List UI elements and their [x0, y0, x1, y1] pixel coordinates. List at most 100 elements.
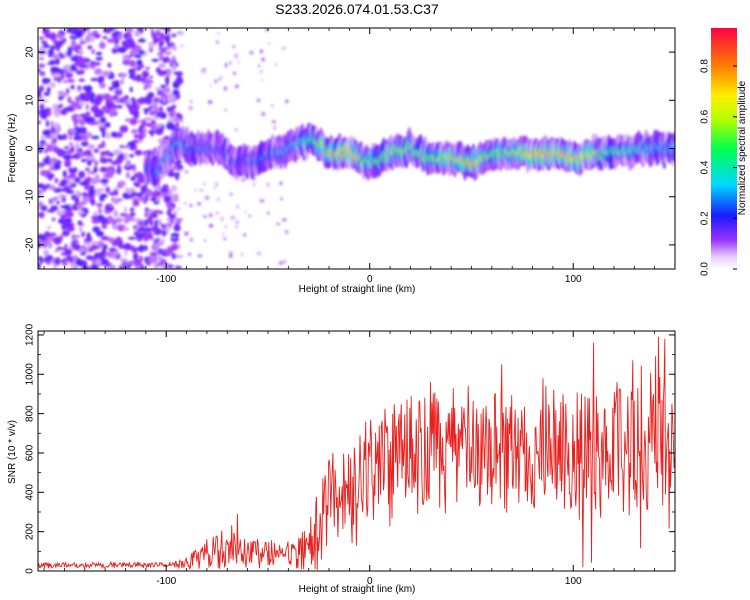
- heatmap-cell: [228, 254, 233, 258]
- heatmap-cell: [63, 204, 70, 211]
- heatmap-cell: [138, 130, 144, 134]
- colorbar-gradient: [711, 28, 737, 269]
- heatmap-cell: [108, 216, 112, 222]
- heatmap-cell: [164, 248, 173, 256]
- heatmap-cell: [197, 202, 202, 206]
- heatmap-cell: [235, 204, 240, 209]
- heatmap-cell: [86, 232, 91, 239]
- heatmap-cell: [95, 56, 103, 61]
- heatmap-cell: [94, 252, 100, 260]
- colorbar-tick-label: 0.6: [700, 109, 711, 123]
- heatmap-cell: [78, 100, 85, 106]
- heatmap-cell: [124, 32, 128, 39]
- heatmap-cell: [133, 253, 139, 261]
- heatmap-cell: [284, 229, 289, 235]
- heatmap-cell: [139, 255, 143, 263]
- heatmap-cell: [102, 262, 112, 267]
- heatmap-cell: [169, 32, 173, 37]
- heatmap-cell: [159, 112, 167, 119]
- heatmap-cell: [97, 76, 104, 84]
- heatmap-cell: [115, 90, 121, 96]
- heatmap-cell: [76, 115, 83, 121]
- heatmap-cell: [281, 260, 287, 264]
- heatmap-cell: [113, 30, 119, 37]
- heatmap-cell: [91, 258, 97, 265]
- heatmap-cell: [158, 248, 162, 255]
- heatmap-cell: [130, 176, 136, 181]
- heatmap-cell: [49, 173, 55, 178]
- heatmap-cell: [57, 125, 62, 132]
- heatmap-cell: [224, 62, 228, 68]
- heatmap-cell: [99, 42, 106, 49]
- heatmap-cell: [147, 92, 155, 99]
- heatmap-cell: [94, 190, 102, 196]
- heatmap-cell: [43, 142, 49, 146]
- heatmap-cell: [102, 70, 111, 77]
- heatmap-cell: [260, 69, 263, 74]
- heatmap-cell: [136, 59, 143, 66]
- heatmap-cell: [249, 50, 254, 55]
- heatmap-cell: [87, 30, 92, 36]
- heatmap-cell: [151, 102, 159, 111]
- heatmap-cell: [125, 161, 131, 168]
- heatmap-cell: [218, 77, 222, 82]
- heatmap-cell: [75, 258, 82, 266]
- heatmap-cell: [144, 117, 153, 122]
- colorbar-tick-label: 0.2: [700, 211, 711, 225]
- heatmap-cell: [46, 86, 51, 93]
- heatmap-cell: [134, 54, 142, 58]
- heatmap-cell: [95, 61, 101, 66]
- heatmap-cell: [166, 209, 172, 216]
- heatmap-cell: [163, 57, 167, 64]
- heatmap-cell: [44, 148, 48, 154]
- heatmap-cell: [144, 110, 148, 115]
- heatmap-cell: [178, 168, 183, 171]
- heatmap-cell: [79, 119, 86, 126]
- heatmap-cell: [62, 170, 67, 179]
- heatmap-cell: [64, 244, 68, 248]
- heatmap-cell: [99, 116, 107, 124]
- heatmap-cell: [214, 79, 217, 84]
- heatmap-cell: [107, 264, 116, 269]
- heatmap-cell: [95, 121, 99, 125]
- y-tick-label: 200: [25, 523, 36, 540]
- heatmap-cell: [144, 207, 149, 213]
- heatmap-cell: [114, 43, 120, 49]
- heatmap-cell: [209, 84, 213, 87]
- heatmap-cell: [56, 200, 60, 205]
- heatmap-cell: [145, 66, 150, 70]
- heatmap-cell: [40, 170, 49, 177]
- heatmap-cell: [167, 172, 176, 177]
- heatmap-cell: [87, 144, 96, 150]
- heatmap-cell: [151, 30, 155, 38]
- heatmap-cell: [38, 212, 42, 217]
- heatmap-cell: [156, 98, 161, 102]
- heatmap-cell: [101, 225, 108, 229]
- heatmap-cell: [71, 239, 79, 244]
- heatmap-cell: [100, 235, 110, 241]
- heatmap-cell: [70, 155, 77, 159]
- heatmap-cell: [88, 188, 96, 196]
- heatmap-cell: [164, 28, 171, 33]
- heatmap-cell: [111, 218, 117, 227]
- heatmap-cell: [172, 63, 177, 71]
- heatmap-cell: [129, 59, 136, 67]
- heatmap-cell: [154, 219, 158, 227]
- heatmap-cell: [85, 131, 93, 139]
- heatmap-cell: [44, 161, 51, 165]
- heatmap-cell: [123, 56, 129, 61]
- heatmap-cell: [112, 187, 120, 192]
- heatmap-cell: [101, 140, 106, 149]
- heatmap-cell: [166, 107, 172, 112]
- heatmap-cell: [179, 44, 184, 48]
- heatmap-cell: [56, 33, 64, 39]
- heatmap-cell: [166, 121, 174, 128]
- heatmap-cell: [175, 193, 179, 197]
- heatmap-cell: [99, 255, 107, 259]
- heatmap-cell: [126, 214, 135, 222]
- heatmap-cell: [40, 205, 48, 212]
- heatmap-cell: [107, 237, 116, 243]
- heatmap-cell: [38, 203, 41, 211]
- heatmap-cell: [90, 64, 96, 69]
